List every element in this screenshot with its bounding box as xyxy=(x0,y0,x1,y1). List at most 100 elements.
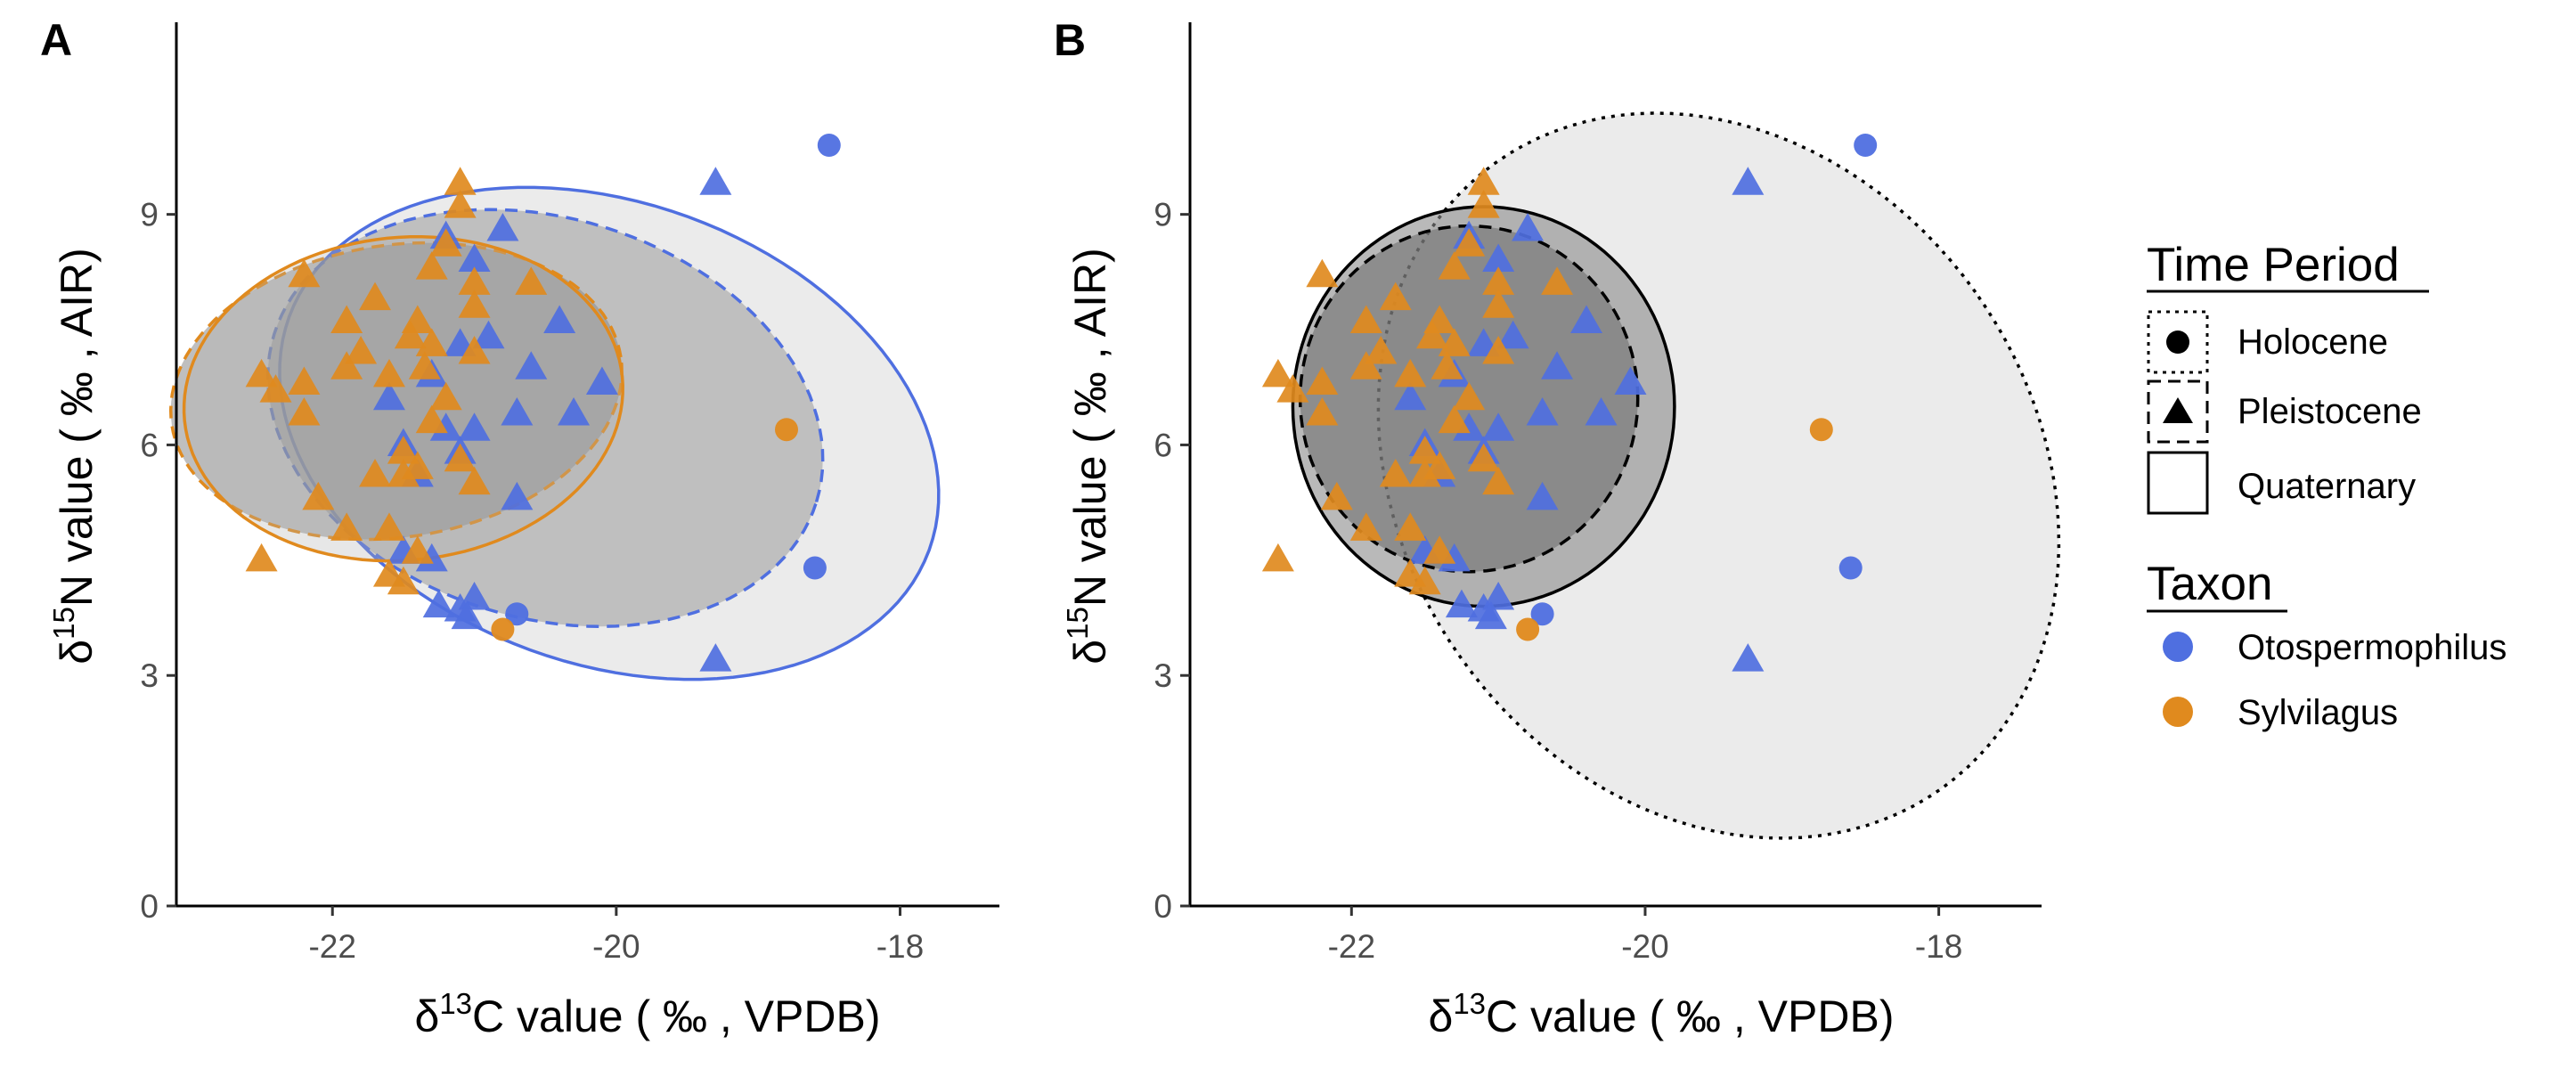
panel-b-point-sylvilagus-pleistocene xyxy=(1438,404,1471,434)
legend-label-sylvilagus: Sylvilagus xyxy=(2238,693,2398,732)
panel-b-point-sylvilagus-pleistocene xyxy=(1423,535,1456,564)
panel-b-point-sylvilagus-pleistocene xyxy=(1379,282,1412,311)
panel-b-point-sylvilagus-pleistocene xyxy=(1261,358,1294,388)
panel-a-point-sylvilagus-pleistocene xyxy=(387,459,420,487)
panel-a-point-sylvilagus-pleistocene xyxy=(458,336,491,364)
panel-a-point-otospermophilus-pleistocene xyxy=(415,543,448,572)
panel-a-point-sylvilagus-pleistocene xyxy=(515,266,548,295)
panel-a-point-sylvilagus-pleistocene xyxy=(359,459,392,487)
panel-a-point-otospermophilus-pleistocene xyxy=(699,167,732,195)
panel-a-point-sylvilagus-pleistocene xyxy=(401,535,434,564)
panel-b-point-sylvilagus-pleistocene xyxy=(1261,543,1294,572)
panel-a-y-tick-label: 6 xyxy=(140,427,159,463)
panel-b-point-sylvilagus-pleistocene xyxy=(1482,290,1515,318)
panel-a-points xyxy=(245,134,841,672)
panel-b-point-sylvilagus-pleistocene xyxy=(1431,351,1463,379)
panel-b-x-tick-label: -20 xyxy=(1621,928,1668,965)
panel-a-point-sylvilagus-pleistocene xyxy=(387,436,420,464)
legend-taxon-title: Taxon xyxy=(2147,558,2272,610)
panel-a-x-axis-title: δ13C value ( ‰ , VPDB) xyxy=(414,987,880,1041)
panel-a-point-sylvilagus-pleistocene xyxy=(387,566,420,595)
legend-time-period-title: Time Period xyxy=(2147,239,2400,291)
panel-b-point-sylvilagus-pleistocene xyxy=(1379,459,1412,487)
panel-a-point-sylvilagus-pleistocene xyxy=(415,251,448,280)
legend-label-pleistocene: Pleistocene xyxy=(2238,392,2422,431)
panel-b-point-otospermophilus-pleistocene xyxy=(1482,412,1515,441)
panel-b-point-otospermophilus-pleistocene xyxy=(1526,481,1559,510)
panel-b-point-sylvilagus-pleistocene xyxy=(1438,328,1471,356)
panel-b-point-sylvilagus-pleistocene xyxy=(1408,436,1441,464)
panel-b-point-sylvilagus-pleistocene xyxy=(1467,443,1500,472)
panel-a-ellipse-quaternary-sylvilagus xyxy=(182,235,624,563)
panel-a-point-sylvilagus-pleistocene xyxy=(288,397,321,426)
panel-a-point-sylvilagus-pleistocene xyxy=(408,351,441,379)
panel-b-point-sylvilagus-pleistocene xyxy=(1453,381,1486,411)
panel-b-point-sylvilagus-pleistocene xyxy=(1482,266,1515,295)
panel-b-point-otospermophilus-pleistocene xyxy=(1585,397,1618,426)
panel-b-point-otospermophilus-pleistocene xyxy=(1512,213,1545,241)
legend-sylvilagus-dot-icon xyxy=(2163,697,2193,727)
panel-b-point-otospermophilus-pleistocene xyxy=(1732,167,1765,195)
panel-a-y-tick-label: 3 xyxy=(140,657,159,694)
panel-b-point-sylvilagus-pleistocene xyxy=(1467,167,1500,195)
panel-b-point-sylvilagus-pleistocene xyxy=(1306,366,1339,396)
panel-b-tag: B xyxy=(1054,15,1086,65)
panel-b-point-sylvilagus-pleistocene xyxy=(1306,258,1339,288)
panel-a-point-sylvilagus-pleistocene xyxy=(429,381,462,411)
panel-a-point-sylvilagus-pleistocene xyxy=(345,336,378,364)
panel-a-axes: -22 -20 -18 0 3 6 9 xyxy=(140,22,999,965)
panel-a-point-otospermophilus-pleistocene xyxy=(558,397,591,426)
panel-b-point-sylvilagus-pleistocene xyxy=(1453,228,1486,257)
panel-a-point-sylvilagus-pleistocene xyxy=(259,374,292,403)
panel-a-point-sylvilagus-pleistocene xyxy=(458,290,491,318)
panel-a-point-otospermophilus-pleistocene xyxy=(486,213,519,241)
panel-a-point-sylvilagus-holocene xyxy=(491,617,515,641)
panel-b-point-otospermophilus-pleistocene xyxy=(1482,243,1515,273)
panel-a-point-sylvilagus-pleistocene xyxy=(372,358,405,388)
panel-b-y-tick-label: 6 xyxy=(1153,427,1172,463)
panel-b-point-otospermophilus-pleistocene xyxy=(1732,643,1765,672)
panel-a-point-sylvilagus-pleistocene xyxy=(302,481,335,510)
panel-b-point-otospermophilus-pleistocene xyxy=(1394,381,1427,411)
panel-a-point-otospermophilus-pleistocene xyxy=(458,412,491,441)
panel-a: A -22 -20 -18 0 3 6 9 δ13C value ( ‰ , VPDB) δ… xyxy=(40,15,999,1041)
panel-a-x-tick-label: -18 xyxy=(876,928,924,965)
panel-b-point-sylvilagus-pleistocene xyxy=(1394,512,1427,541)
panel-b-point-sylvilagus-pleistocene xyxy=(1438,251,1471,280)
panel-b-point-otospermophilus-pleistocene xyxy=(1496,320,1529,349)
panel-b-x-axis-title: δ13C value ( ‰ , VPDB) xyxy=(1428,987,1894,1041)
panel-b-point-otospermophilus-holocene xyxy=(1530,602,1554,626)
panel-b-point-sylvilagus-pleistocene xyxy=(1365,336,1398,364)
panel-b-point-otospermophilus-pleistocene xyxy=(1474,600,1507,630)
panel-b-axes: -22 -20 -18 0 3 6 9 xyxy=(1153,22,2042,965)
legend-pleistocene-triangle-icon xyxy=(2163,397,2193,423)
panel-a-point-otospermophilus-pleistocene xyxy=(472,320,505,349)
panel-b-points xyxy=(1261,134,1878,672)
panel-a-tag: A xyxy=(40,15,72,65)
panel-a-point-sylvilagus-pleistocene xyxy=(429,228,462,257)
panel-a-point-sylvilagus-pleistocene xyxy=(330,305,363,334)
panel-b-x-tick-label: -22 xyxy=(1328,928,1375,965)
panel-a-ellipse-pleistocene-sylvilagus xyxy=(168,241,624,542)
panel-a-point-otospermophilus-pleistocene xyxy=(501,481,534,510)
panel-b-point-sylvilagus-pleistocene xyxy=(1408,459,1441,487)
panel-a-point-sylvilagus-pleistocene xyxy=(394,320,427,349)
panel-a-point-sylvilagus-pleistocene xyxy=(444,443,477,472)
panel-a-point-otospermophilus-pleistocene xyxy=(422,589,455,618)
legend-label-holocene: Holocene xyxy=(2238,322,2388,362)
panel-a-point-sylvilagus-pleistocene xyxy=(330,351,363,379)
panel-a-point-sylvilagus-pleistocene xyxy=(245,358,278,388)
panel-b-point-otospermophilus-pleistocene xyxy=(1438,543,1471,572)
panel-b-point-otospermophilus-pleistocene xyxy=(1541,351,1574,379)
legend-label-quaternary: Quaternary xyxy=(2238,467,2416,506)
panel-b-point-sylvilagus-pleistocene xyxy=(1349,351,1382,379)
panel-a-point-sylvilagus-holocene xyxy=(775,418,798,442)
panel-a-point-otospermophilus-holocene xyxy=(505,602,529,626)
panel-a-point-otospermophilus-pleistocene xyxy=(585,366,618,396)
legend-label-otospermophilus: Otospermophilus xyxy=(2238,628,2507,667)
panel-b-point-sylvilagus-pleistocene xyxy=(1482,466,1515,495)
panel-a-y-axis-title: δ15N value ( ‰ , AIR) xyxy=(47,248,102,664)
panel-b-point-sylvilagus-holocene xyxy=(1516,617,1540,641)
legend-holocene-circle-icon xyxy=(2166,330,2189,354)
panel-b-point-otospermophilus-holocene xyxy=(1838,556,1863,580)
